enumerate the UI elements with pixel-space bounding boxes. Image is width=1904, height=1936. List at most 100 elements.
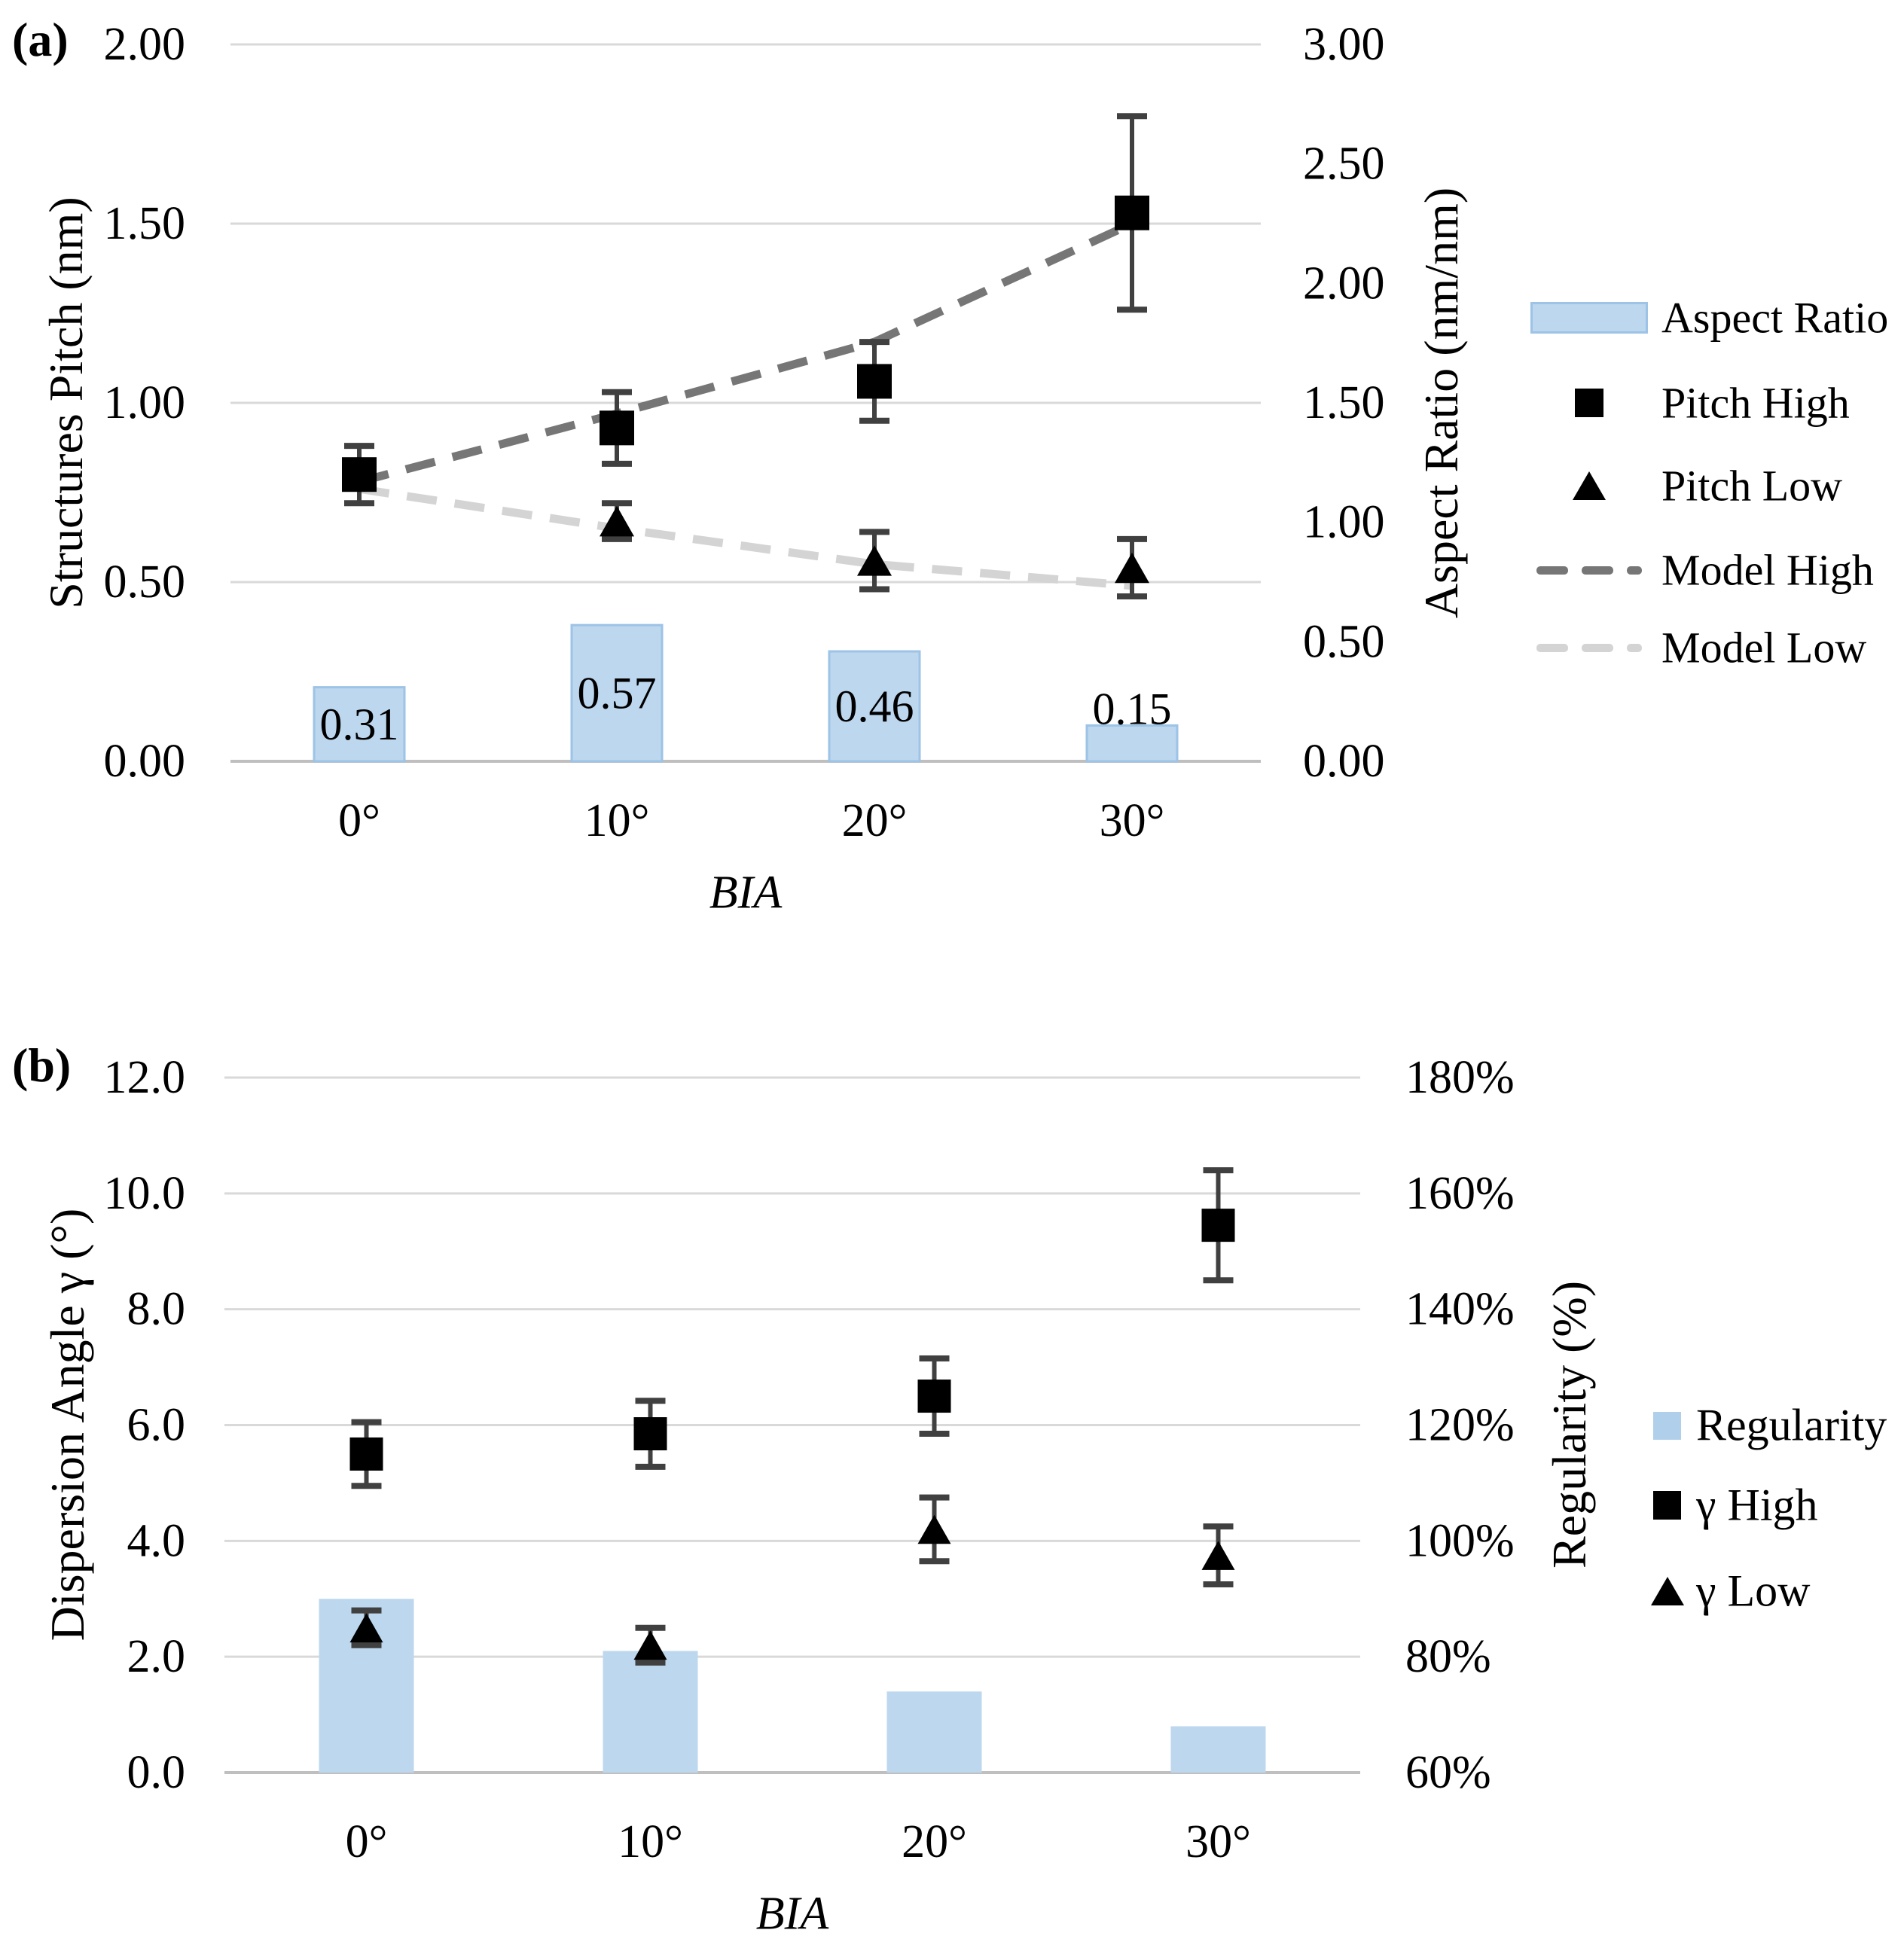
left-tick-b-2.0: 2.0 <box>127 1631 186 1682</box>
model-line-a-Model High <box>358 220 1134 486</box>
marker-square-a-Pitch High-10° <box>600 410 634 446</box>
legend-label-a-3: Model High <box>1661 545 1874 595</box>
bar-label-a-20°: 0.46 <box>835 681 914 731</box>
legend-item-a-1: Pitch High <box>1529 377 1904 429</box>
x-category-b-30°: 30° <box>1185 1816 1251 1867</box>
legend-label-b-1: γ High <box>1696 1480 1818 1530</box>
marker-triangle-b-γ Low-30° <box>1201 1541 1235 1570</box>
marker-triangle-b-γ Low-0° <box>349 1613 383 1643</box>
right-tick-b-140%: 140% <box>1405 1284 1515 1335</box>
x-category-a-10°: 10° <box>584 795 650 846</box>
legend-square-marker-icon <box>1653 1491 1681 1520</box>
bar-b-Regularity-20° <box>886 1691 982 1773</box>
model-line-a-Model Low <box>359 484 1133 590</box>
x-category-b-0°: 0° <box>346 1816 388 1867</box>
marker-square-b-γ High-10° <box>633 1417 667 1451</box>
bar-a-Aspect Ratio-0° <box>313 686 406 763</box>
right-tick-a-0.00: 0.00 <box>1303 736 1385 787</box>
bar-swatch-icon <box>1530 302 1648 334</box>
marker-triangle-b-γ Low-20° <box>917 1514 951 1544</box>
legend-label-a-1: Pitch High <box>1661 378 1850 428</box>
right-tick-b-60%: 60% <box>1405 1747 1491 1798</box>
right-tick-b-160%: 160% <box>1405 1168 1515 1219</box>
legend-item-b-2: γ Low <box>1650 1565 1904 1617</box>
legend-item-a-0: Aspect Ratio <box>1529 291 1904 344</box>
legend-square-marker-icon <box>1529 389 1649 417</box>
bar-label-a-30°: 0.15 <box>1093 684 1172 733</box>
legend-item-b-0: Regularity <box>1653 1399 1904 1452</box>
legend-label-b-0: Regularity <box>1696 1400 1887 1450</box>
marker-square-b-γ High-0° <box>349 1437 383 1471</box>
left-tick-b-4.0: 4.0 <box>127 1515 186 1566</box>
dashed-line-icon <box>1536 566 1642 575</box>
panel-b-left-axis-title: Dispersion Angle γ (°) <box>41 1208 94 1642</box>
marker-square-b-γ High-30° <box>1201 1209 1235 1242</box>
legend-item-a-3: Model High <box>1529 544 1904 596</box>
x-category-b-10°: 10° <box>618 1816 683 1867</box>
marker-square-a-Pitch High-20° <box>857 364 892 399</box>
legend-label-a-4: Model Low <box>1661 623 1867 672</box>
right-tick-a-3.00: 3.00 <box>1303 19 1385 70</box>
panel-a-x-axis-title: BIA <box>709 867 783 919</box>
x-category-a-0°: 0° <box>338 795 380 846</box>
bar-a-Aspect Ratio-20° <box>828 650 921 763</box>
left-tick-b-8.0: 8.0 <box>127 1284 186 1335</box>
legend-item-a-2: Pitch Low <box>1529 459 1904 512</box>
left-tick-b-6.0: 6.0 <box>127 1400 186 1451</box>
legend-item-b-1: γ High <box>1653 1479 1904 1532</box>
marker-square-a-Pitch High-30° <box>1115 195 1149 230</box>
x-category-a-20°: 20° <box>842 795 908 846</box>
legend-label-b-2: γ Low <box>1696 1566 1811 1616</box>
triangle-marker-icon <box>1573 471 1606 500</box>
right-tick-a-2.50: 2.50 <box>1303 139 1385 190</box>
legend-item-a-4: Model Low <box>1529 621 1904 674</box>
right-tick-b-80%: 80% <box>1405 1631 1491 1682</box>
square-marker-icon <box>1653 1491 1681 1520</box>
legend-bar-swatch-icon <box>1529 302 1649 334</box>
marker-triangle-a-Pitch Low-10° <box>600 505 634 537</box>
marker-square-a-Pitch High-0° <box>342 457 377 492</box>
legend-bar-swatch-icon <box>1653 1411 1681 1440</box>
bar-b-Regularity-10° <box>603 1651 698 1773</box>
dashed-line-icon <box>1536 643 1642 652</box>
marker-triangle-b-γ Low-10° <box>633 1630 667 1660</box>
bar-a-Aspect Ratio-10° <box>570 623 664 763</box>
left-tick-b-10.0: 10.0 <box>104 1168 186 1219</box>
marker-triangle-a-Pitch Low-20° <box>857 545 892 576</box>
x-category-b-20°: 20° <box>902 1816 967 1867</box>
legend-dashed-line-icon <box>1529 566 1649 575</box>
right-tick-a-2.00: 2.00 <box>1303 258 1385 309</box>
right-tick-a-1.50: 1.50 <box>1303 377 1385 428</box>
bar-label-a-10°: 0.57 <box>578 669 657 718</box>
panel-a-right-axis-title: Aspect Ratio (nm/nm) <box>1414 187 1468 619</box>
left-tick-a-1.00: 1.00 <box>104 377 186 428</box>
right-tick-b-120%: 120% <box>1405 1400 1515 1451</box>
marker-square-b-γ High-20° <box>917 1380 951 1413</box>
bar-a-Aspect Ratio-30° <box>1085 724 1179 763</box>
legend-triangle-marker-icon <box>1650 1577 1684 1605</box>
legend-dashed-line-icon <box>1529 643 1649 652</box>
triangle-marker-icon <box>1650 1577 1684 1605</box>
square-marker-icon <box>1575 389 1603 417</box>
bar-b-Regularity-30° <box>1170 1726 1266 1773</box>
panel-b-right-axis-title: Regularity (%) <box>1542 1280 1596 1569</box>
bar-swatch-icon <box>1653 1411 1681 1440</box>
left-tick-b-0.0: 0.0 <box>127 1747 186 1798</box>
panel-b-tag: (b) <box>12 1038 72 1092</box>
marker-triangle-a-Pitch Low-30° <box>1115 552 1149 584</box>
right-tick-a-1.00: 1.00 <box>1303 497 1385 548</box>
panel-a-left-axis-title: Structures Pitch (nm) <box>39 197 93 609</box>
right-tick-a-0.50: 0.50 <box>1303 616 1385 667</box>
left-tick-a-0.00: 0.00 <box>104 736 186 787</box>
bar-label-a-0°: 0.31 <box>320 700 399 749</box>
left-tick-a-2.00: 2.00 <box>104 19 186 70</box>
x-category-a-30°: 30° <box>1100 795 1165 846</box>
legend-triangle-marker-icon <box>1529 471 1649 500</box>
panel-b-x-axis-title: BIA <box>755 1888 829 1936</box>
right-tick-b-100%: 100% <box>1405 1515 1515 1566</box>
left-tick-a-0.50: 0.50 <box>104 556 186 608</box>
legend-label-a-0: Aspect Ratio <box>1661 293 1889 343</box>
right-tick-b-180%: 180% <box>1405 1052 1515 1103</box>
